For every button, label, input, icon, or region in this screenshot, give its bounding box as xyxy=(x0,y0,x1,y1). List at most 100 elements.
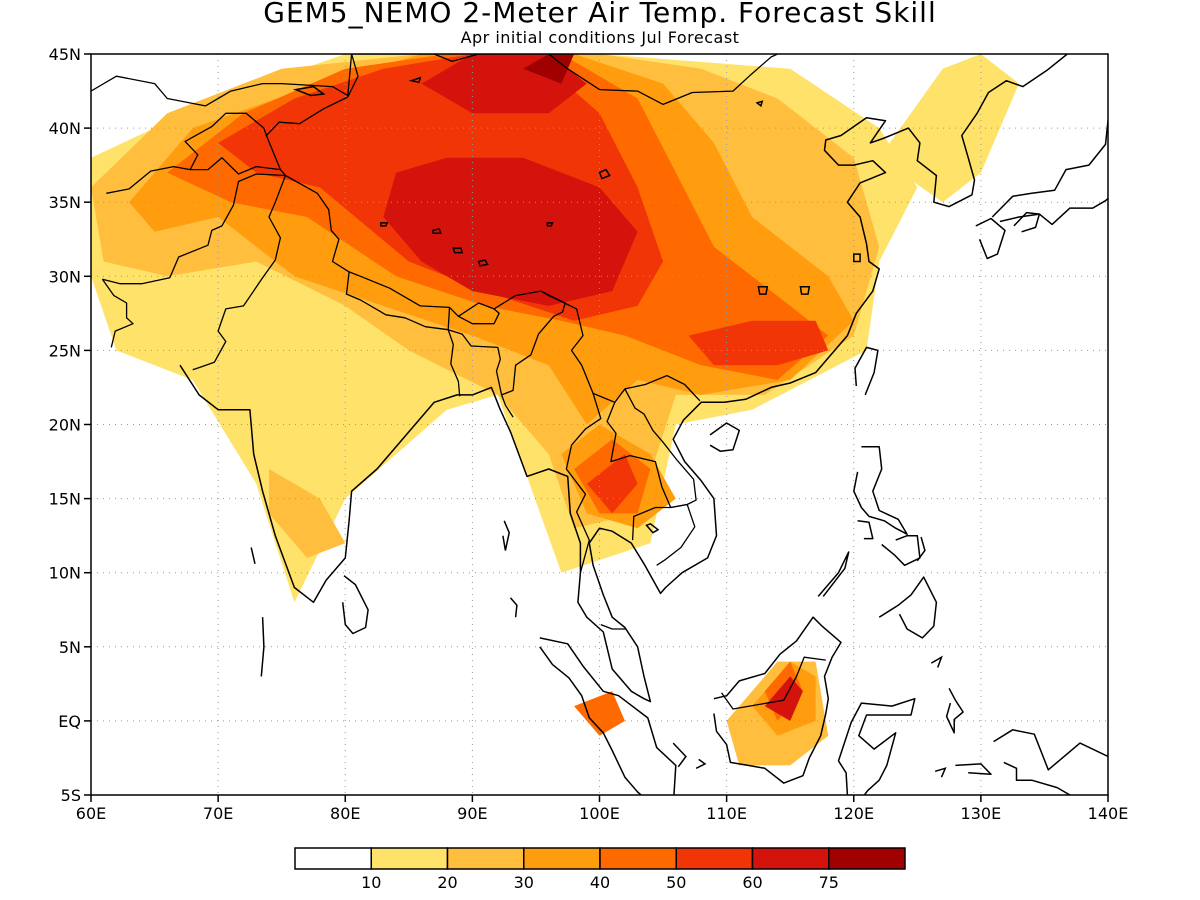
skill-region-level-6 xyxy=(764,676,803,721)
island-outline xyxy=(695,758,707,769)
longitude-axis: 60E 70E 80E 90E 100E 110E 120E 130E 140E xyxy=(76,795,1129,823)
border-afghan xyxy=(102,173,286,285)
lake-outline xyxy=(477,259,489,267)
island-outline xyxy=(916,536,926,562)
island-outline xyxy=(260,617,265,677)
coastline-luzon xyxy=(853,445,908,535)
colorbar-swatch xyxy=(523,847,601,870)
skill-region-level-6 xyxy=(383,157,638,306)
coastline-kyushu xyxy=(975,217,1006,260)
lon-tick-label: 60E xyxy=(76,804,106,823)
lake-outline xyxy=(292,85,326,97)
coastline-hainan xyxy=(709,422,741,452)
border-borneo-border xyxy=(720,656,826,710)
lat-tick-label: 20N xyxy=(49,416,81,435)
island-outline xyxy=(250,547,256,564)
colorbar-swatch xyxy=(675,847,754,870)
coastline-sulawesi xyxy=(837,697,916,795)
coastline-seram xyxy=(955,763,992,776)
border-afghan-north xyxy=(106,157,281,194)
coastline-srilanka xyxy=(341,575,369,635)
border-mongolia xyxy=(548,54,778,106)
coastline-sumatra xyxy=(539,637,677,795)
skill-region-level-4 xyxy=(574,691,625,736)
border-india-ne xyxy=(448,290,566,396)
colorbar-label: 50 xyxy=(666,873,686,892)
skill-region-level-7 xyxy=(523,54,575,84)
colorbar-swatch xyxy=(751,847,830,870)
lat-tick-label: EQ xyxy=(58,712,81,731)
island-outline xyxy=(502,520,510,551)
island-outline xyxy=(934,767,947,778)
coastline-honshu xyxy=(991,118,1108,226)
coastline-taiwan xyxy=(854,346,879,396)
colorbar-label: 75 xyxy=(819,873,839,892)
border-myanmar xyxy=(500,394,514,418)
colorbar-swatch xyxy=(370,847,449,870)
lake-outline xyxy=(546,222,554,227)
lake-outline xyxy=(645,522,660,534)
lon-tick-label: 110E xyxy=(706,804,747,823)
lat-tick-label: 45N xyxy=(49,45,81,64)
lat-tick-label: 5S xyxy=(61,786,81,805)
skill-shading xyxy=(91,54,1019,766)
lat-tick-label: 15N xyxy=(49,490,81,509)
coastline-shikoku xyxy=(1013,211,1041,233)
skill-region-level-5 xyxy=(688,320,829,366)
skill-region-level-2 xyxy=(269,469,346,558)
colorbar-legend: 10 20 30 40 50 60 75 xyxy=(294,847,906,892)
island-outline xyxy=(930,655,943,668)
colorbar-swatch xyxy=(599,847,677,870)
lon-tick-label: 120E xyxy=(833,804,874,823)
coastline-mindanao xyxy=(878,576,938,639)
border-nepal-south xyxy=(345,271,451,331)
coastline-hokkaido xyxy=(1107,97,1108,99)
map-subtitle: Apr initial conditions Jul Forecast xyxy=(460,28,740,47)
lat-tick-label: 30N xyxy=(49,267,81,286)
border-bangladesh xyxy=(447,329,461,397)
coastline-palawan xyxy=(817,551,850,597)
lake-outline xyxy=(432,228,442,235)
colorbar-label: 40 xyxy=(590,873,610,892)
lake-outline xyxy=(598,168,611,180)
border-pakistan-india xyxy=(192,175,287,371)
lat-tick-label: 25N xyxy=(49,341,81,360)
border-iran xyxy=(101,278,134,348)
colorbar-swatch xyxy=(294,847,372,870)
colorbar-label: 30 xyxy=(514,873,534,892)
lon-tick-label: 70E xyxy=(203,804,233,823)
lat-tick-label: 5N xyxy=(59,638,81,657)
colorbar-label: 10 xyxy=(361,873,381,892)
lon-tick-label: 90E xyxy=(457,804,487,823)
border-china-west xyxy=(265,54,701,403)
coastline-visayas xyxy=(881,534,921,567)
lat-tick-label: 10N xyxy=(49,564,81,583)
lake-outline xyxy=(408,76,422,84)
map-title: GEM5_NEMO 2-Meter Air Temp. Forecast Ski… xyxy=(263,0,937,29)
border-kazakh-south xyxy=(91,54,353,107)
lon-tick-label: 80E xyxy=(330,804,360,823)
border-myanmar-thai xyxy=(565,393,602,573)
lon-tick-label: 140E xyxy=(1088,804,1129,823)
colorbar-label: 60 xyxy=(742,873,762,892)
border-tajik-kyrgyz xyxy=(184,112,268,170)
border-cambodia xyxy=(631,503,696,566)
island-outline xyxy=(509,597,518,618)
lake-outline xyxy=(380,222,389,227)
lon-tick-label: 100E xyxy=(579,804,620,823)
coastline-newguinea xyxy=(993,729,1108,795)
lake-outline xyxy=(263,32,333,42)
border-malaysia-thai xyxy=(600,623,627,630)
colorbar-label: 20 xyxy=(437,873,457,892)
lake-outline xyxy=(799,285,811,295)
island-outline xyxy=(672,742,687,768)
coastline-halmahera xyxy=(945,687,964,734)
colorbar-swatch xyxy=(446,847,525,870)
coastlines xyxy=(91,32,1108,795)
lat-tick-label: 40N xyxy=(49,119,81,138)
coastline-borneo xyxy=(713,616,842,784)
latitude-axis: 45N 40N 35N 30N 25N 20N 15N 10N 5N EQ 5S xyxy=(49,45,91,805)
lake-outline xyxy=(757,285,769,295)
lake-outline xyxy=(853,253,861,263)
